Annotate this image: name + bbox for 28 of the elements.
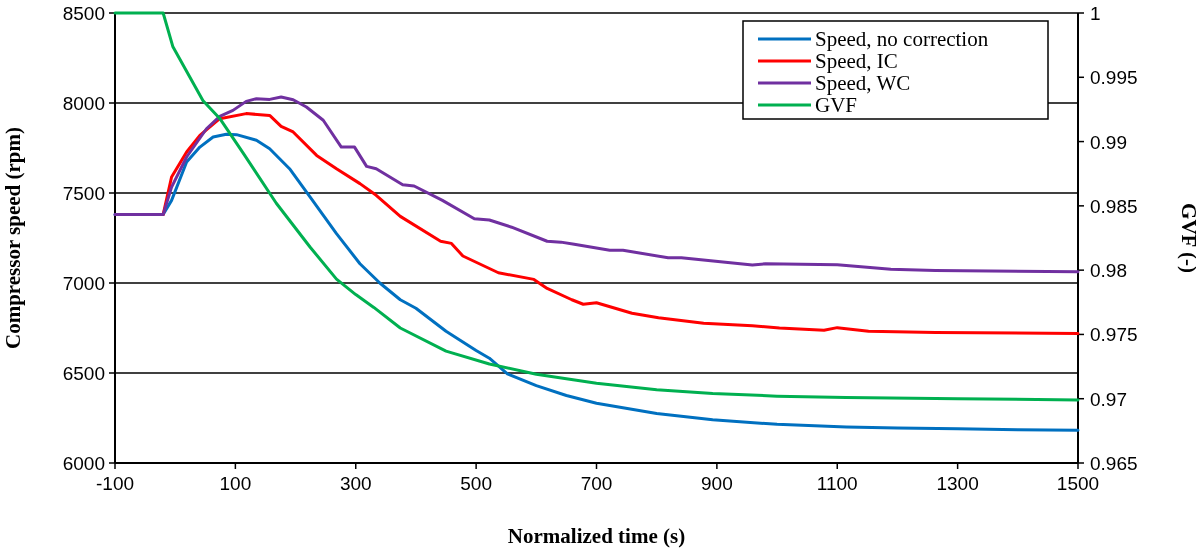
x-tick-label: 1300 bbox=[936, 473, 979, 494]
y2-tick-label: 0.985 bbox=[1090, 195, 1138, 217]
y2-tick-label: 0.99 bbox=[1090, 131, 1127, 153]
x-tick-label: -100 bbox=[95, 473, 135, 494]
y-tick-label: 8500 bbox=[62, 3, 105, 24]
line-series bbox=[161, 112, 1080, 335]
x-tick-label: 1100 bbox=[816, 473, 858, 494]
legend-label: Speed, no correction bbox=[815, 27, 989, 51]
y-tick-label: 7000 bbox=[62, 273, 105, 294]
y2-axis-title: GVF (-) bbox=[1177, 203, 1196, 273]
y-tick-label: 8000 bbox=[62, 93, 105, 114]
y-tick-label: 6500 bbox=[62, 363, 105, 384]
y2-tick-label: 0.98 bbox=[1090, 260, 1127, 282]
x-tick-label: 300 bbox=[339, 473, 372, 494]
y2-tick-label: 0.975 bbox=[1090, 324, 1138, 346]
y2-tick-label: 0.965 bbox=[1090, 453, 1138, 474]
x-tick-label: 1500 bbox=[1056, 473, 1100, 494]
y2-tick-label: 1 bbox=[1090, 3, 1101, 24]
x-tick-label: 900 bbox=[701, 473, 733, 494]
y-axis-title: Compressor speed (rpm) bbox=[1, 126, 25, 350]
x-tick-label: 500 bbox=[460, 473, 492, 494]
x-tick-label: 700 bbox=[580, 473, 613, 494]
y2-tick-label: 0.97 bbox=[1090, 388, 1127, 410]
x-tick-label: 100 bbox=[219, 473, 252, 494]
y2-tick-label: 0.995 bbox=[1090, 67, 1138, 89]
y-tick-label: 7500 bbox=[62, 183, 105, 204]
y-tick-label: 6000 bbox=[62, 453, 105, 474]
x-axis-title: Normalized time (s) bbox=[507, 524, 686, 548]
